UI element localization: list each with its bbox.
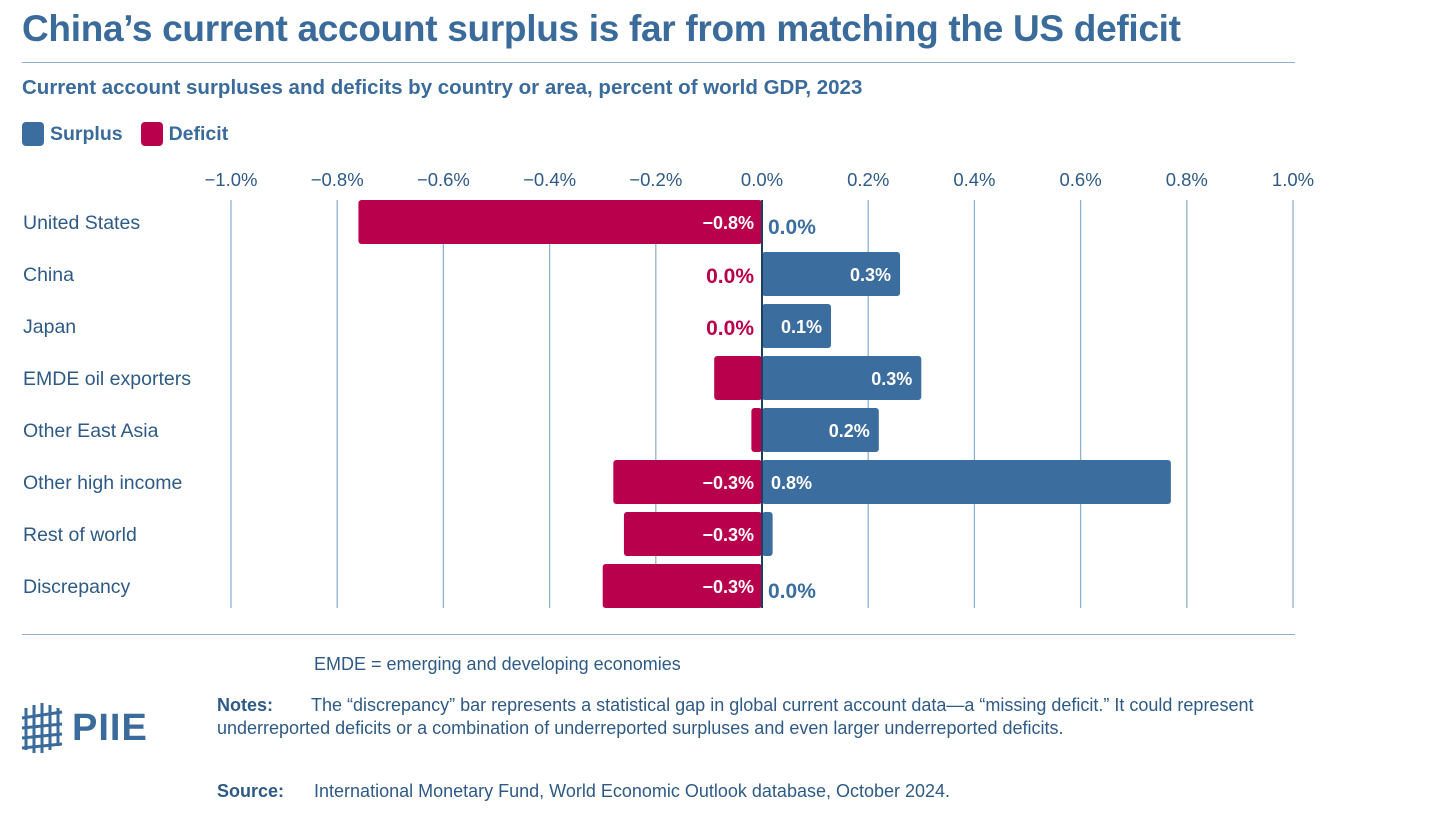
deficit-data-label: −0.3%: [702, 525, 754, 545]
surplus-data-label: 0.8%: [771, 473, 812, 493]
legend-item-deficit: Deficit: [140, 122, 229, 146]
category-label: EMDE oil exporters: [23, 368, 191, 390]
legend-item-surplus: Surplus: [22, 122, 123, 146]
source: Source: International Monetary Fund, Worl…: [217, 780, 950, 803]
chart-subtitle: Current account surpluses and deficits b…: [22, 76, 863, 99]
legend-swatch-surplus: [22, 122, 44, 146]
deficit-bar: [714, 356, 762, 400]
source-label: Source:: [217, 781, 285, 801]
surplus-bar: [762, 408, 879, 452]
abbreviation-note: EMDE = emerging and developing economies: [314, 654, 681, 674]
surplus-data-label: 0.2%: [829, 421, 870, 441]
surplus-bar: [762, 304, 832, 348]
legend-label-deficit: Deficit: [168, 122, 229, 145]
deficit-data-label: −0.3%: [702, 473, 754, 493]
legend-swatch-deficit: [140, 122, 163, 146]
deficit-bar: [613, 460, 762, 504]
category-label: Japan: [23, 316, 76, 338]
surplus-data-label: 0.3%: [871, 369, 912, 389]
x-tick-label: 0.0%: [741, 169, 783, 190]
category-label: Rest of world: [23, 524, 137, 546]
x-tick-label: 0.2%: [847, 169, 889, 190]
deficit-data-label: −0.8%: [702, 213, 754, 233]
deficit-bar: [623, 512, 762, 556]
category-label: China: [23, 264, 74, 286]
x-tick-label: −0.2%: [629, 169, 682, 190]
deficit-data-label: −0.3%: [702, 577, 754, 597]
surplus-data-label: 0.0%: [768, 580, 816, 603]
surplus-data-label: 0.1%: [781, 317, 822, 337]
x-tick-label: 0.6%: [1060, 169, 1102, 190]
surplus-bar: [762, 356, 922, 400]
surplus-data-label: 0.0%: [768, 216, 816, 239]
x-tick-label: −0.6%: [417, 169, 470, 190]
surplus-data-label: 0.3%: [850, 265, 891, 285]
surplus-bar: [762, 460, 1171, 504]
deficit-data-label: 0.0%: [706, 317, 754, 340]
deficit-data-label: 0.0%: [706, 265, 754, 288]
deficit-bar: [751, 408, 762, 452]
x-tick-label: −0.4%: [523, 169, 576, 190]
category-label: United States: [23, 212, 140, 234]
piie-logo-text: PIIE: [72, 706, 148, 749]
x-tick-label: 1.0%: [1272, 169, 1314, 190]
category-label: Other East Asia: [23, 420, 159, 442]
notes: Notes: The “discrepancy” bar represents a…: [217, 694, 1287, 740]
source-text: International Monetary Fund, World Econo…: [314, 781, 951, 801]
legend: Surplus Deficit: [22, 122, 246, 146]
category-label: Discrepancy: [23, 576, 131, 598]
notes-label: Notes:: [217, 695, 274, 715]
deficit-bar: [358, 200, 762, 244]
piie-logo-icon: [21, 703, 63, 753]
x-tick-label: −1.0%: [205, 169, 258, 190]
legend-label-surplus: Surplus: [50, 122, 123, 145]
x-tick-label: 0.8%: [1166, 169, 1208, 190]
surplus-bar: [762, 512, 773, 556]
x-tick-label: −0.8%: [311, 169, 364, 190]
bar-chart: −1.0% −0.8% −0.6% −0.4% −0.2% 0.0% 0.2% 0.4% 0.6…: [23, 169, 1314, 608]
deficit-bar: [602, 564, 762, 608]
category-label: Other high income: [23, 472, 182, 494]
piie-logo: PIIE: [20, 700, 148, 756]
footer-divider: [22, 634, 1295, 635]
chart-title: China’s current account surplus is far f…: [22, 8, 1181, 49]
title-divider: [22, 62, 1295, 63]
surplus-bar: [762, 252, 901, 296]
x-tick-label: 0.4%: [953, 169, 995, 190]
notes-text: The “discrepancy” bar represents a stati…: [217, 695, 1254, 738]
